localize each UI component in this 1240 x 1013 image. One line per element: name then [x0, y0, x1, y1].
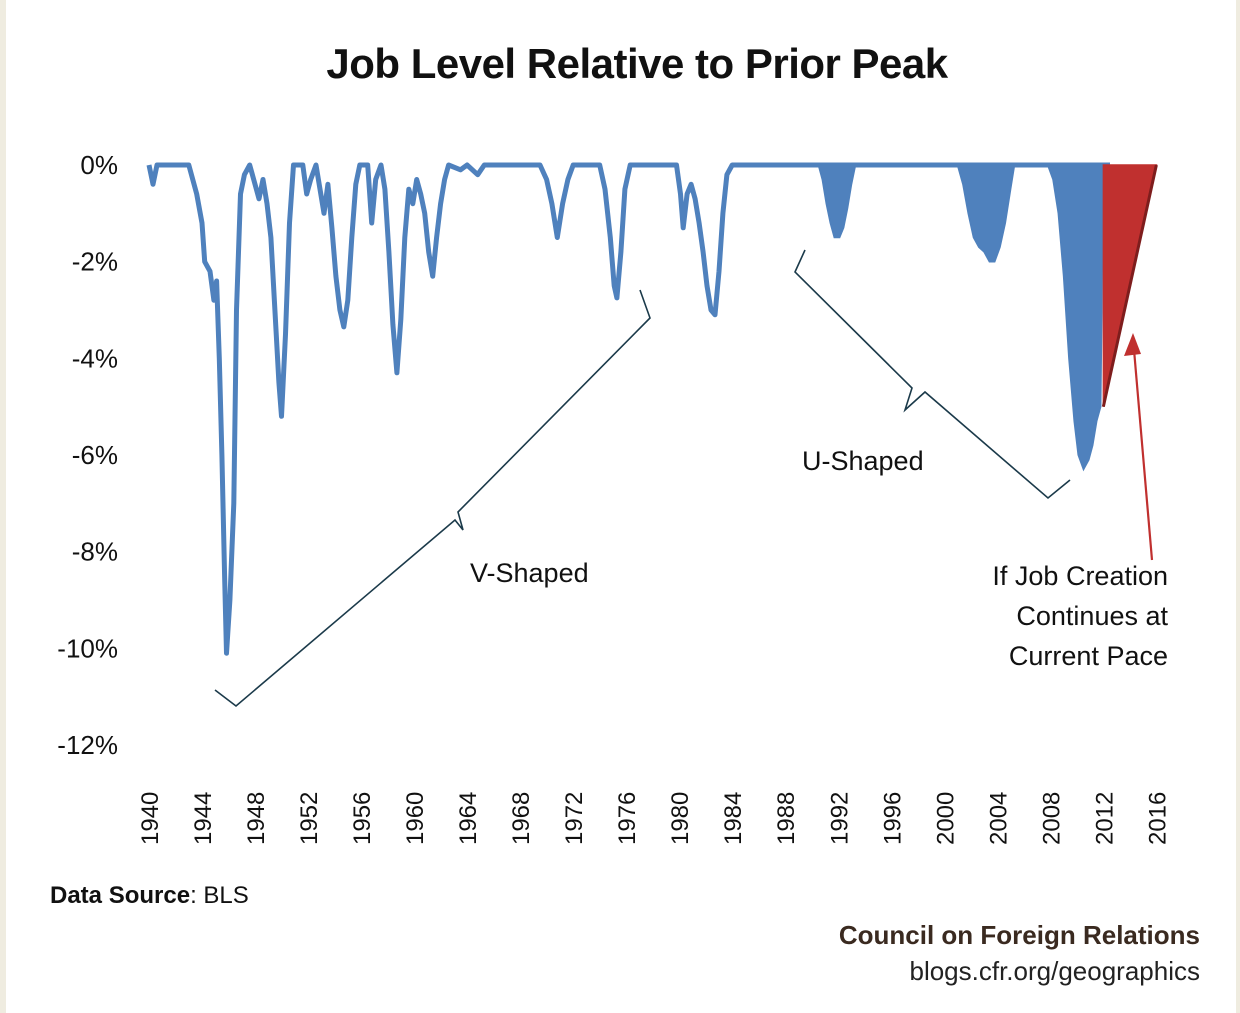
x-tick-label: 1944 [190, 792, 217, 845]
projection-label-line2: Continues at [1016, 601, 1168, 631]
y-tick-label: 0% [80, 150, 118, 180]
data-layer [146, 162, 1158, 656]
projection-label-line1: If Job Creation [992, 561, 1168, 591]
x-tick-label: 2008 [1038, 792, 1065, 845]
x-tick-label: 1968 [508, 792, 535, 845]
x-tick-label: 1980 [667, 792, 694, 845]
u-shaped-label: U-Shaped [802, 446, 924, 476]
x-tick-label: 1984 [720, 792, 747, 845]
x-tick-label: 1992 [826, 792, 853, 845]
x-tick-label: 1996 [879, 792, 906, 845]
projection-label-line3: Current Pace [1009, 641, 1168, 671]
x-tick-label: 2012 [1091, 792, 1118, 845]
series-line-0 [146, 162, 1110, 656]
x-tick-label: 1952 [296, 792, 323, 845]
x-tick-label: 1988 [773, 792, 800, 845]
x-tick-label: 1972 [561, 792, 588, 845]
x-tick-label: 2000 [932, 792, 959, 845]
data-source-value: : BLS [190, 882, 249, 909]
y-tick-label: -6% [72, 440, 118, 470]
y-tick-label: -8% [72, 537, 118, 567]
y-tick-label: -12% [57, 730, 118, 760]
x-tick-label: 2004 [985, 792, 1012, 845]
x-tick-label: 2016 [1144, 792, 1171, 845]
x-tick-label: 1948 [243, 792, 270, 845]
projection-arrowhead [1124, 333, 1141, 356]
series-area-1 [817, 164, 1105, 472]
x-axis-ticks: 1940 1944 1948 1952 1956 1960 1964 1968 1972 1976… [137, 792, 1171, 845]
credit-organization: Council on Foreign Relations [838, 920, 1200, 950]
x-tick-label: 1956 [349, 792, 376, 845]
x-tick-label: 1976 [614, 792, 641, 845]
y-axis-ticks: 0% -2% -4% -6% -8% -10% -12% [57, 150, 118, 760]
x-tick-label: 1964 [455, 792, 482, 845]
y-tick-label: -4% [72, 343, 118, 373]
projection-arrow [1131, 337, 1154, 561]
projection-edge [1101, 164, 1158, 407]
v-shaped-brace [214, 289, 651, 708]
u-shaped-brace [794, 249, 1071, 500]
x-tick-label: 1940 [137, 792, 164, 845]
data-source: Data Source: BLS [50, 882, 249, 910]
chart-title: Job Level Relative to Prior Peak [326, 40, 948, 87]
annotations: V-Shaped U-Shaped If Job Creation Contin… [214, 249, 1168, 708]
v-shaped-label: V-Shaped [470, 558, 589, 588]
x-tick-label: 1960 [402, 792, 429, 845]
y-tick-label: -10% [57, 633, 118, 663]
credit-url[interactable]: blogs.cfr.org/geographics [909, 956, 1200, 986]
data-source-label: Data Source [50, 882, 191, 909]
y-tick-label: -2% [72, 247, 118, 277]
